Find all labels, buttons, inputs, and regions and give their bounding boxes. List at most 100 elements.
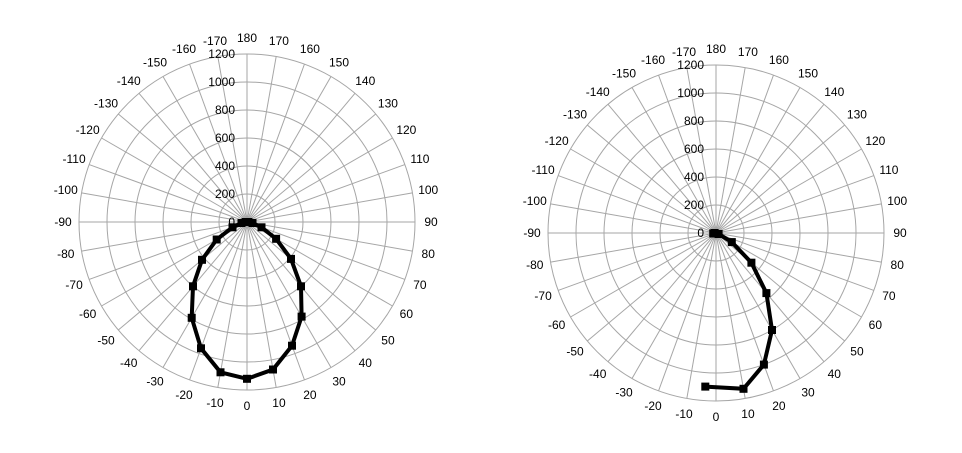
angle-tick-label: -60 <box>79 307 97 321</box>
grid-spoke <box>246 137 393 223</box>
angle-tick-label: -100 <box>54 183 78 197</box>
angle-tick-label: 130 <box>378 97 398 111</box>
grid-spoke <box>189 221 248 381</box>
grid-spoke <box>246 192 413 223</box>
angle-tick-label: 50 <box>381 333 395 347</box>
grid-spoke <box>557 232 717 291</box>
grid-spoke <box>217 221 248 388</box>
angle-tick-label: -140 <box>117 74 141 88</box>
angle-tick-label: -90 <box>523 226 541 240</box>
grid-spoke <box>117 221 248 331</box>
series-point <box>714 230 723 238</box>
grid-spoke <box>246 92 356 223</box>
grid-spoke <box>570 148 717 234</box>
grid-spoke <box>607 103 717 234</box>
grid-spoke <box>715 232 746 399</box>
series-point <box>237 219 246 227</box>
grid-spoke <box>586 232 717 342</box>
angle-tick-label: 20 <box>772 399 786 413</box>
grid-spoke <box>246 56 277 223</box>
grid-spoke <box>550 203 717 234</box>
series-point <box>288 341 296 350</box>
angle-tick-label: 60 <box>869 318 883 332</box>
angle-tick-label: 130 <box>847 108 867 122</box>
grid-spoke <box>715 203 882 234</box>
grid-spoke <box>550 232 717 263</box>
radial-tick-label: 0 <box>228 215 235 229</box>
angle-tick-label: 40 <box>828 367 842 381</box>
radial-tick-label: 1200 <box>208 47 235 61</box>
series-point <box>272 234 281 243</box>
series-point <box>244 218 253 226</box>
series-point <box>257 223 266 232</box>
angle-tick-label: 170 <box>738 45 758 59</box>
grid-spoke <box>715 232 875 291</box>
angle-tick-label: 60 <box>400 307 414 321</box>
series-point <box>243 374 251 383</box>
grid-spoke <box>686 232 717 399</box>
angle-tick-label: 40 <box>359 356 373 370</box>
grid-spoke <box>715 87 801 234</box>
grid-spoke <box>631 232 717 379</box>
angle-tick-label: 100 <box>418 183 438 197</box>
angle-tick-label: -120 <box>76 123 100 137</box>
angle-tick-label: -170 <box>203 34 227 48</box>
series-point <box>189 282 197 291</box>
grid-spoke <box>686 67 717 234</box>
series-point <box>297 282 305 291</box>
angle-tick-label: 20 <box>303 388 317 402</box>
grid-spoke <box>715 67 746 234</box>
grid-spoke <box>162 76 248 223</box>
angle-tick-label: -30 <box>146 374 164 388</box>
angle-tick-label: 10 <box>741 407 755 421</box>
angle-tick-label: -130 <box>94 97 118 111</box>
angle-tick-label: 120 <box>396 123 416 137</box>
angle-tick-label: 80 <box>422 247 436 261</box>
grid-spoke <box>715 103 825 234</box>
grid-spoke <box>246 164 406 223</box>
radial-tick-label: 400 <box>215 159 235 173</box>
angle-tick-label: -50 <box>97 333 115 347</box>
angle-tick-label: -160 <box>172 42 196 56</box>
angle-tick-label: -20 <box>175 388 193 402</box>
series-point <box>727 238 736 247</box>
series-point <box>759 360 768 369</box>
angle-tick-label: 70 <box>413 278 427 292</box>
grid-spoke <box>557 175 717 234</box>
grid-spoke <box>715 232 801 379</box>
grid-spoke <box>217 56 248 223</box>
grid-spoke <box>117 113 248 223</box>
grid-spoke <box>715 232 825 363</box>
angle-tick-label: 150 <box>798 67 818 81</box>
angle-tick-label: 140 <box>355 74 375 88</box>
grid-spoke <box>246 221 305 381</box>
angle-tick-label: -110 <box>63 152 86 166</box>
angle-tick-label: 80 <box>891 258 905 272</box>
angle-tick-label: -10 <box>675 407 693 421</box>
grid-spoke <box>658 74 717 234</box>
series-point <box>297 312 306 321</box>
angle-tick-label: -80 <box>57 247 75 261</box>
angle-tick-label: -20 <box>644 399 662 413</box>
angle-tick-label: -170 <box>672 45 696 59</box>
series-point <box>216 368 225 377</box>
radial-tick-label: 200 <box>684 198 704 212</box>
series-point <box>287 254 295 263</box>
grid-spoke <box>586 124 717 234</box>
angle-tick-label: 110 <box>879 163 898 177</box>
grid-spoke <box>715 148 862 234</box>
grid-spoke <box>715 232 882 263</box>
grid-spoke <box>246 113 377 223</box>
grid-spoke <box>715 124 846 234</box>
angle-tick-label: -120 <box>545 134 569 148</box>
angle-tick-label: 0 <box>713 410 720 424</box>
radial-tick-label: 800 <box>684 114 704 128</box>
series-point <box>197 344 205 353</box>
grid-spoke <box>715 74 774 234</box>
angle-tick-label: 140 <box>824 85 844 99</box>
angle-tick-label: 110 <box>410 152 429 166</box>
grid-spoke <box>715 232 846 342</box>
series-point <box>762 289 771 298</box>
